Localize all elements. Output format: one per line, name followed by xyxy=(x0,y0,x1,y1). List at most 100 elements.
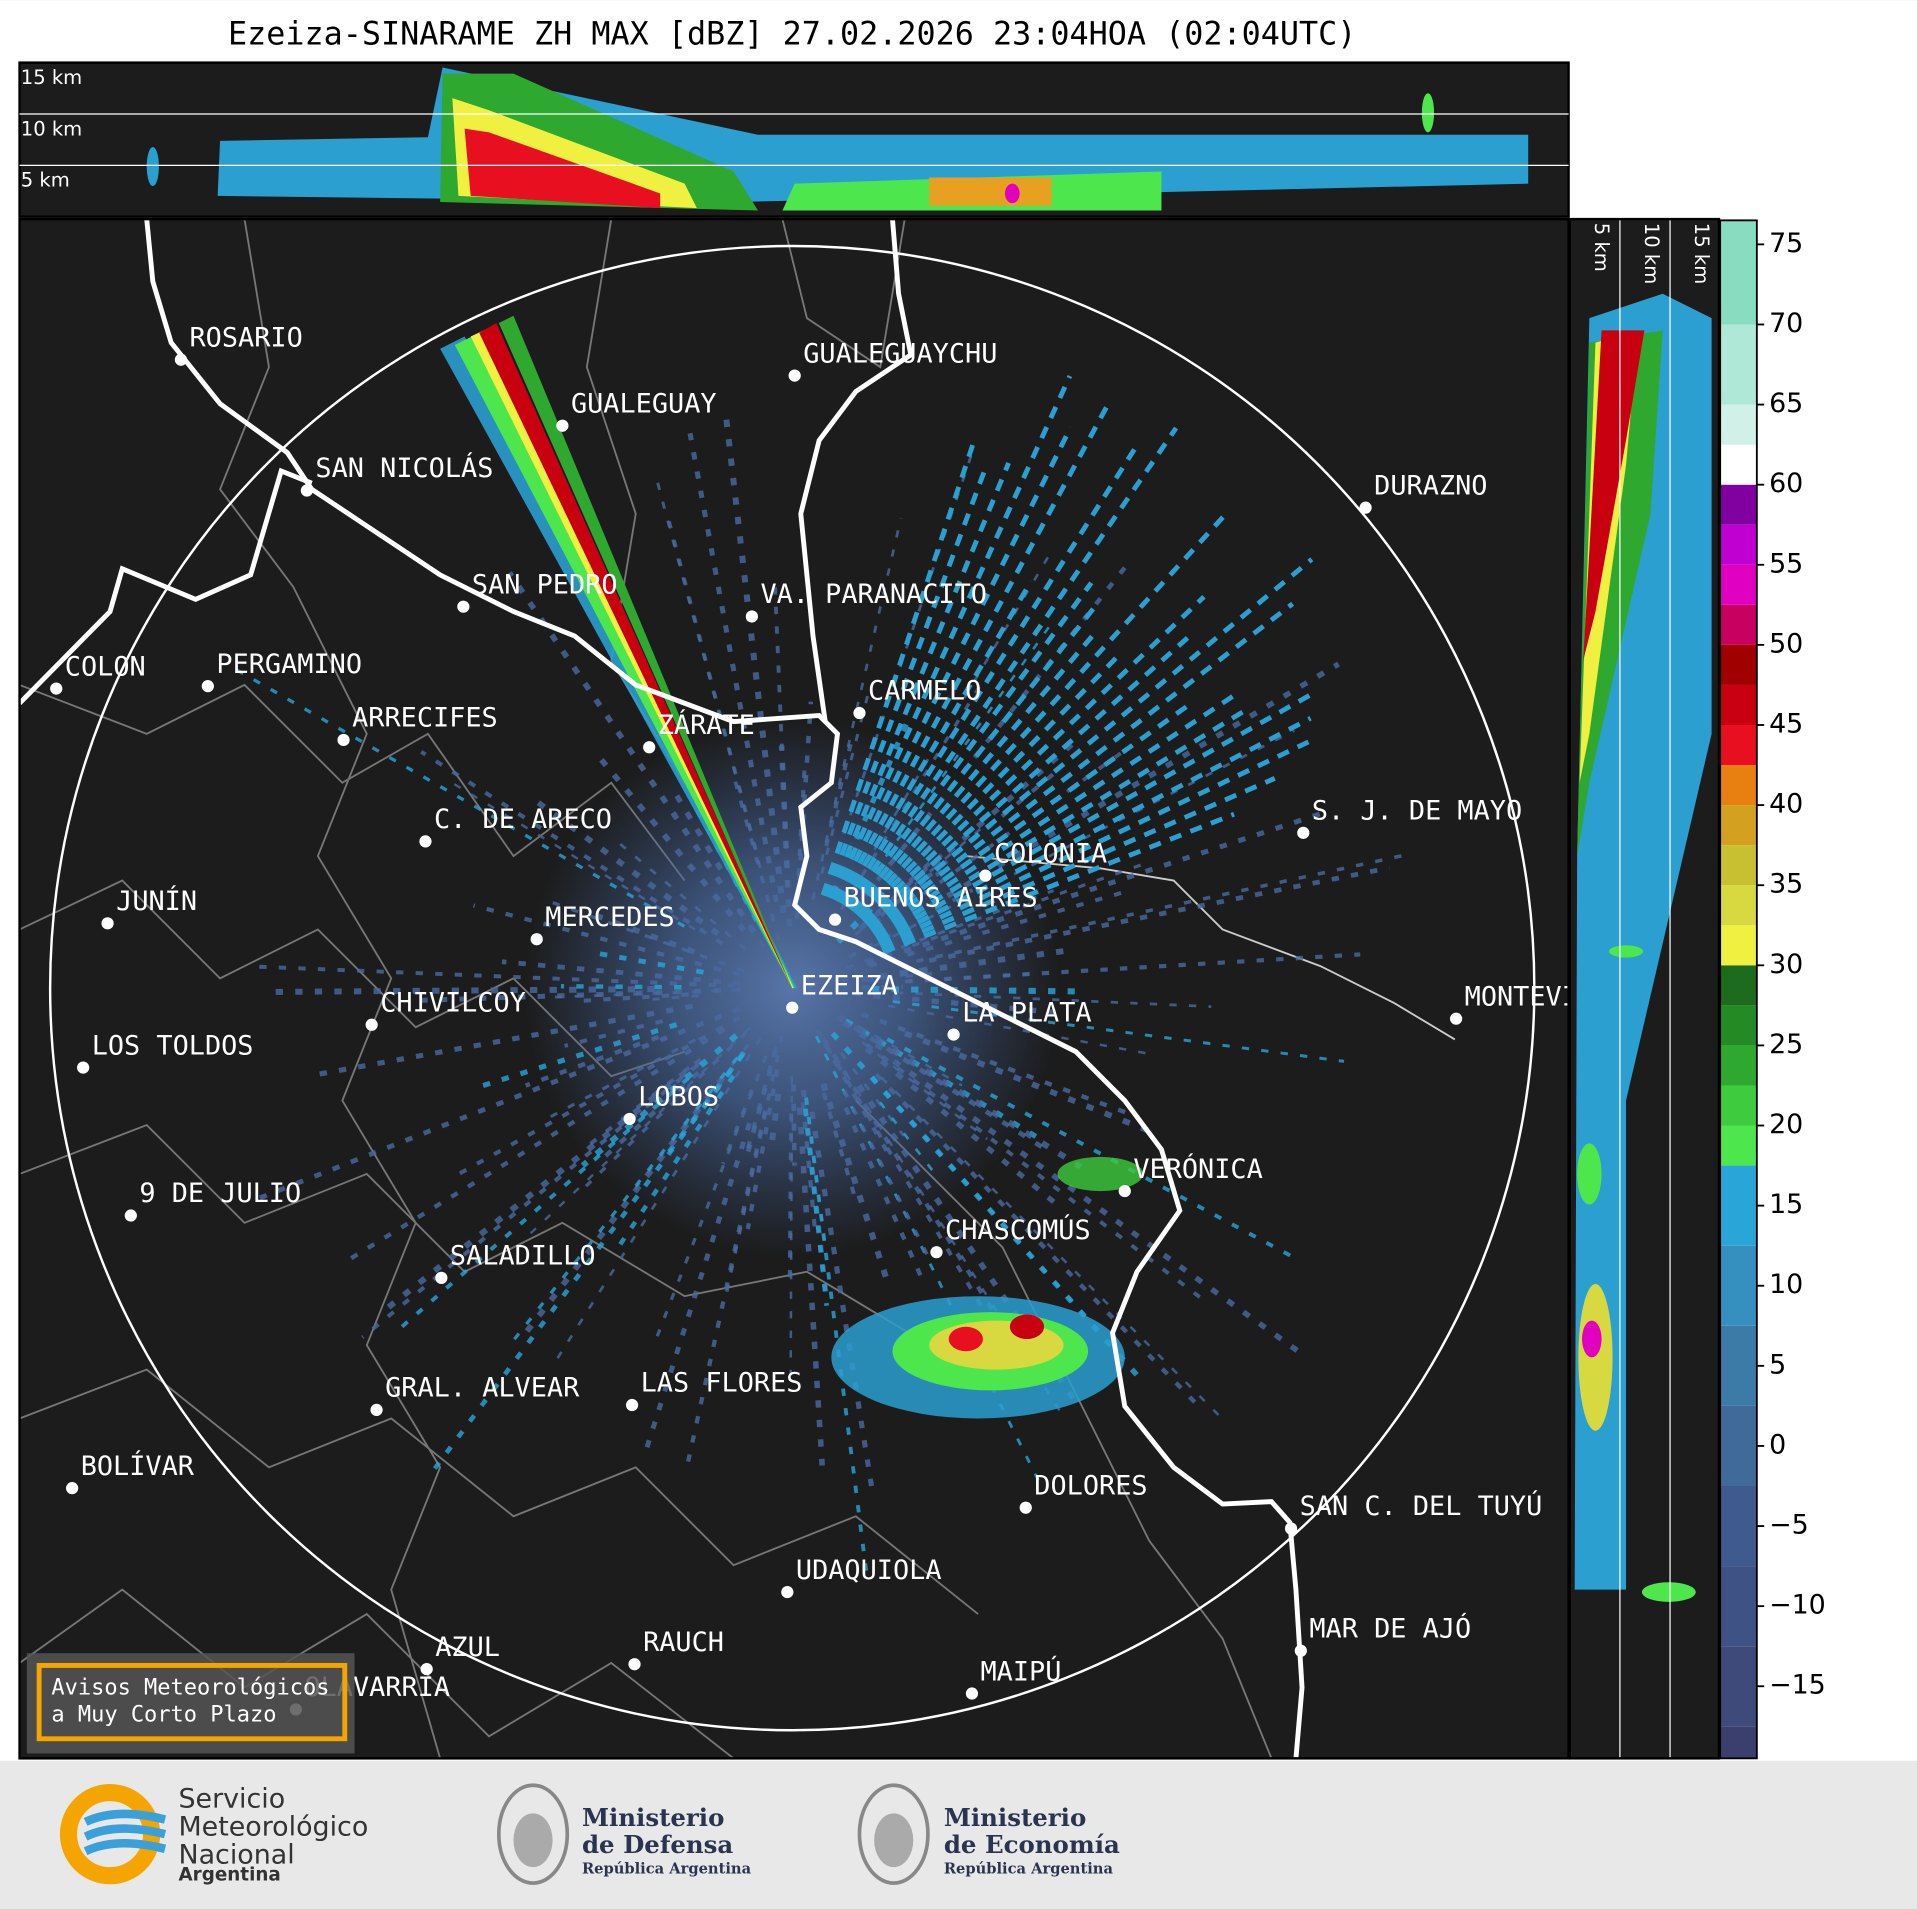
radar-spoke xyxy=(612,837,747,951)
colorbar-tick-label: −15 xyxy=(1769,1670,1826,1701)
radar-spoke xyxy=(230,665,686,928)
radar-spoke xyxy=(274,986,655,995)
logo-shield xyxy=(874,1813,914,1868)
radar-spoke xyxy=(840,966,937,985)
city-label: LOBOS xyxy=(638,1082,719,1113)
radar-spoke xyxy=(580,1066,691,1153)
radar-spoke xyxy=(564,1019,664,1048)
radar-spoke xyxy=(804,1097,869,1577)
logo-text: Meteorológico xyxy=(178,1812,368,1843)
radar-spoke xyxy=(879,856,937,910)
city-label: AZUL xyxy=(435,1632,500,1663)
river xyxy=(19,467,313,705)
colorbar-segment xyxy=(1720,684,1757,725)
colorbar-segment xyxy=(1720,524,1757,565)
radar-spoke xyxy=(872,690,1240,937)
colorbar-tick-label: 55 xyxy=(1769,548,1803,579)
colorbar-tick-label: 50 xyxy=(1769,628,1803,659)
side-echoes xyxy=(1574,293,1712,1602)
city-dot xyxy=(365,1018,378,1031)
warning-box[interactable]: Avisos Meteorológicos a Muy Corto Plazo xyxy=(26,1653,355,1754)
radar-spoke xyxy=(880,776,1276,952)
city-dot xyxy=(745,610,758,623)
city-dot xyxy=(628,1658,641,1671)
height-label: 5 km xyxy=(21,169,70,192)
colorbar-segment xyxy=(1720,765,1757,806)
radar-spoke xyxy=(839,684,982,910)
city-label: S. J. DE MAYO xyxy=(1312,796,1522,827)
radar-spoke xyxy=(721,1088,754,1165)
city-dot xyxy=(1297,826,1310,839)
colorbar-segment xyxy=(1720,1085,1757,1126)
radar-spoke xyxy=(882,811,1235,955)
radar-spoke xyxy=(394,1076,690,1334)
city-label: RAUCH xyxy=(643,1627,724,1658)
city-dot xyxy=(643,741,656,754)
colorbar-tick-label: 15 xyxy=(1769,1189,1803,1220)
radar-spoke xyxy=(843,1106,926,1284)
colorbar-segment xyxy=(1720,324,1757,405)
colorbar-tick-label: −10 xyxy=(1769,1590,1826,1621)
colorbar-tick-label: 0 xyxy=(1769,1429,1786,1460)
radar-spoke xyxy=(822,1041,892,1158)
logo-economia xyxy=(857,1783,930,1885)
radar-spoke xyxy=(501,959,741,986)
city-dot xyxy=(625,1398,639,1412)
city-label: VA. PARANACITO xyxy=(760,579,987,610)
city-label: COLONIA xyxy=(994,838,1107,869)
coastline xyxy=(144,219,1305,1759)
city-dot xyxy=(370,1403,383,1417)
radar-spoke xyxy=(842,1020,892,1056)
city-dot xyxy=(420,1662,433,1676)
radar-spoke xyxy=(361,1063,699,1339)
colorbar-segment xyxy=(1720,644,1757,685)
city-label: COLON xyxy=(65,651,146,682)
logo-subtext: República Argentina xyxy=(582,1861,752,1878)
radar-spoke xyxy=(722,411,787,914)
radar-spoke xyxy=(866,970,944,983)
logo-defensa xyxy=(496,1783,570,1885)
river xyxy=(798,219,914,722)
radar-spoke xyxy=(878,1101,936,1175)
radar-spoke xyxy=(874,709,1244,940)
city-dot xyxy=(979,869,992,882)
city-label: ARRECIFES xyxy=(352,703,498,734)
radar-spoke xyxy=(820,1082,889,1278)
radar-spoke xyxy=(903,1030,1159,1137)
colorbar-tick-label: 60 xyxy=(1769,468,1803,499)
radar-spoke xyxy=(472,903,741,977)
radar-spoke xyxy=(560,984,682,990)
warning-frame[interactable] xyxy=(36,1662,348,1742)
colorbar-segment xyxy=(1720,1125,1757,1166)
radar-spoke xyxy=(839,579,1034,906)
colorbar-segment xyxy=(1720,220,1757,325)
colorbar-tick-label: 40 xyxy=(1769,789,1803,820)
colorbar-segment xyxy=(1720,845,1757,886)
city-dot xyxy=(419,835,432,848)
colorbar-segment xyxy=(1720,1045,1757,1086)
city-dot xyxy=(788,369,801,382)
city-label: LA PLATA xyxy=(962,997,1091,1028)
colorbar-segment xyxy=(1720,1325,1757,1406)
radar-spoke xyxy=(856,1083,1082,1410)
radar-spoke xyxy=(506,1056,739,1349)
logo-text: de Economía xyxy=(944,1830,1120,1859)
colorbar-segment xyxy=(1720,564,1757,605)
city-dot xyxy=(1359,501,1372,514)
logo-waves xyxy=(83,1809,167,1856)
radar-spoke xyxy=(866,810,1325,966)
colorbar-segment xyxy=(1720,604,1757,645)
radar-spoke xyxy=(869,890,1124,968)
city-dot xyxy=(530,933,543,946)
colorbar-tick-label: 70 xyxy=(1769,308,1803,339)
radar-spoke xyxy=(857,1027,1083,1170)
radar-spoke xyxy=(856,515,1226,918)
city-label: VERÓNICA xyxy=(1133,1153,1262,1185)
colorbar-tick-label: 45 xyxy=(1769,708,1803,739)
range-ring xyxy=(48,244,1536,1732)
colorbar-segment xyxy=(1720,1726,1757,1759)
city-dot xyxy=(101,917,114,930)
radar-spoke xyxy=(871,986,1075,995)
radar-spoke xyxy=(864,1046,1063,1210)
city-dot xyxy=(300,484,313,497)
